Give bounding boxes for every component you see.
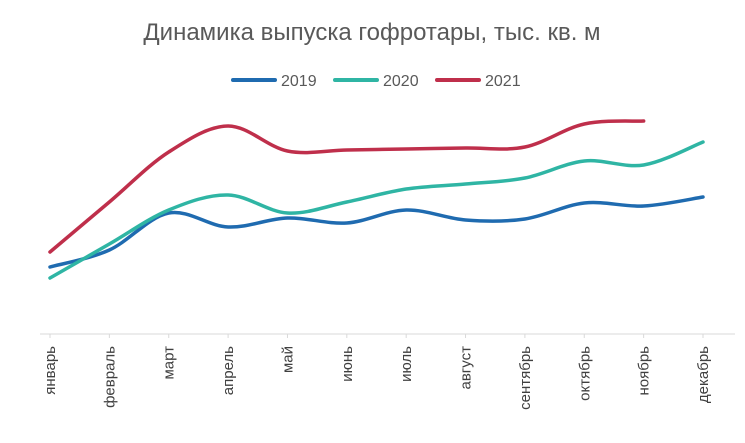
x-tick-label: апрель xyxy=(220,346,237,395)
series-line-2019 xyxy=(48,195,705,269)
data-point-2021-4 xyxy=(285,149,289,153)
data-point-2019-10 xyxy=(642,204,646,208)
x-tick-label: ноябрь xyxy=(636,346,653,396)
data-point-2021-3 xyxy=(226,124,230,128)
series-line-2020 xyxy=(48,140,705,280)
data-point-2019-8 xyxy=(523,217,527,221)
x-tick-label: июнь xyxy=(339,346,356,382)
x-tick-label: октябрь xyxy=(576,346,593,401)
data-point-2021-0 xyxy=(48,250,52,254)
data-point-2020-7 xyxy=(464,182,468,186)
data-point-2019-7 xyxy=(464,218,468,222)
x-tick-label: июль xyxy=(398,346,415,382)
data-point-2020-4 xyxy=(285,211,289,215)
data-point-2021-6 xyxy=(404,147,408,151)
chart-title: Динамика выпуска гофротары, тыс. кв. м xyxy=(143,19,600,46)
data-point-2021-2 xyxy=(167,150,171,154)
data-point-2020-11 xyxy=(701,140,705,144)
data-point-2019-11 xyxy=(701,195,705,199)
data-point-2020-3 xyxy=(226,193,230,197)
legend-label-2021: 2021 xyxy=(485,73,521,90)
data-point-2020-0 xyxy=(48,276,52,280)
x-axis-ticks: январь февраль март апрель май июнь июль август… xyxy=(42,334,712,410)
x-tick-label: декабрь xyxy=(695,346,712,403)
data-point-2021-8 xyxy=(523,145,527,149)
data-point-2019-3 xyxy=(226,225,230,229)
data-point-2020-5 xyxy=(345,200,349,204)
data-point-2019-1 xyxy=(107,248,111,252)
data-point-2019-0 xyxy=(48,265,52,269)
data-point-2020-6 xyxy=(404,187,408,191)
data-point-2020-2 xyxy=(167,208,171,212)
series-layer xyxy=(48,119,705,280)
data-point-2021-1 xyxy=(107,200,111,204)
data-point-2020-8 xyxy=(523,176,527,180)
data-point-2021-9 xyxy=(582,122,586,126)
data-point-2020-10 xyxy=(642,163,646,167)
series-line-2021 xyxy=(48,119,646,254)
data-point-2019-6 xyxy=(404,208,408,212)
legend-label-2019: 2019 xyxy=(281,73,317,90)
data-point-2021-7 xyxy=(464,146,468,150)
data-point-2021-5 xyxy=(345,148,349,152)
x-tick-label: май xyxy=(279,346,296,373)
data-point-2019-9 xyxy=(582,201,586,205)
data-point-2020-9 xyxy=(582,159,586,163)
x-tick-label: март xyxy=(161,346,178,380)
data-point-2020-1 xyxy=(107,242,111,246)
data-point-2019-5 xyxy=(345,221,349,225)
data-point-2021-10 xyxy=(642,119,646,123)
x-tick-label: январь xyxy=(42,346,59,395)
chart-legend: 2019 2020 2021 xyxy=(231,73,521,90)
x-tick-label: август xyxy=(458,346,475,390)
data-point-2019-4 xyxy=(285,216,289,220)
legend-label-2020: 2020 xyxy=(383,73,419,90)
x-tick-label: сентябрь xyxy=(517,346,534,410)
x-tick-label: февраль xyxy=(101,346,118,408)
